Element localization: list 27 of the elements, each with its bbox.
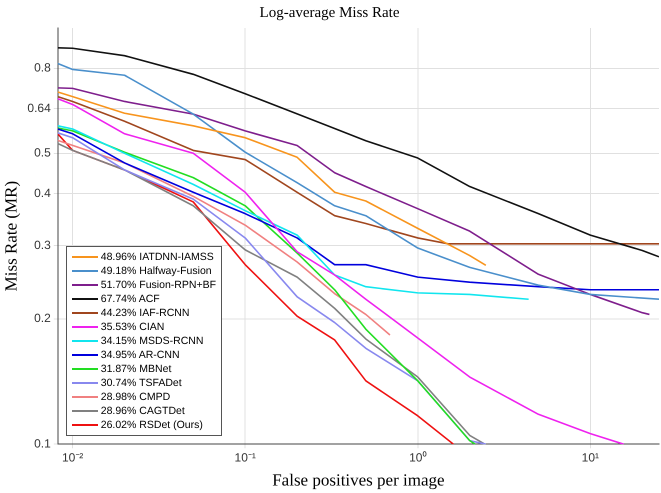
chart-title: Log-average Miss Rate: [260, 4, 400, 21]
legend-label: 28.98% CMPD: [100, 390, 170, 404]
y-tick-label: 0.4: [34, 186, 52, 200]
y-tick-label: 0.64: [27, 100, 52, 115]
y-axis-title: Miss Rate (MR): [2, 180, 21, 292]
x-tick-label: 10⁻²: [62, 450, 84, 465]
legend-label: 67.74% ACF: [100, 292, 160, 306]
legend-label: 49.18% Halfway-Fusion: [100, 264, 212, 278]
legend-label: 44.23% IAF-RCNN: [100, 306, 190, 320]
legend-label: 28.96% CAGTDet: [100, 404, 185, 418]
x-axis-title: False positives per image: [272, 470, 445, 490]
y-tick-label: 0.8: [34, 60, 52, 75]
legend-label: 51.70% Fusion-RPN+BF: [100, 278, 216, 292]
y-tick-label: 0.3: [34, 238, 52, 252]
legend-label: 48.96% IATDNN-IAMSS: [100, 250, 214, 264]
legend-label: 34.15% MSDS-RCNN: [100, 334, 204, 348]
y-tick-label: 0.2: [34, 311, 52, 326]
y-tick-label: 0.5: [34, 146, 52, 160]
legend-label: 26.02% RSDet (Ours): [100, 418, 203, 432]
legend-label: 31.87% MBNet: [100, 362, 172, 376]
legend-label: 34.95% AR-CNN: [100, 348, 180, 362]
legend-label: 35.53% CIAN: [100, 320, 164, 334]
y-tick-label: 0.1: [34, 436, 52, 451]
x-tick-label: 10¹: [582, 450, 600, 465]
x-tick-label: 10⁰: [409, 450, 426, 465]
legend-label: 30.74% TSFADet: [100, 376, 182, 390]
x-tick-label: 10⁻¹: [234, 450, 256, 465]
